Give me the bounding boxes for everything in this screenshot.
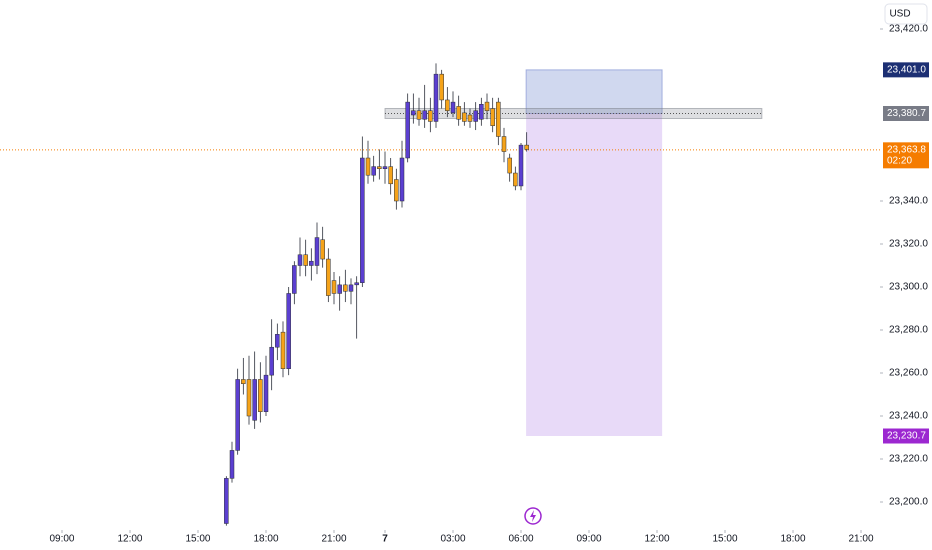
candle-body: [405, 101, 410, 159]
candle-body: [326, 258, 331, 296]
candle-body: [496, 101, 501, 137]
x-tick-label: 12:00: [644, 534, 669, 545]
level-band: [384, 107, 763, 119]
icon-circle[interactable]: [524, 507, 542, 525]
y-tick-label: 23,260.0: [889, 368, 928, 379]
target-zone: [526, 113, 663, 437]
candle-body: [258, 379, 263, 412]
candle-body: [275, 334, 280, 348]
candle-body: [292, 265, 297, 294]
candle-body: [439, 73, 444, 101]
candle-body: [518, 144, 524, 187]
x-tick-label: 18:00: [253, 534, 278, 545]
x-tick-label: 21:00: [849, 534, 874, 545]
candle-body: [229, 450, 235, 479]
candle-body: [479, 104, 484, 120]
candle-body: [297, 254, 303, 266]
currency-label[interactable]: USD: [889, 9, 910, 20]
candle-body: [269, 346, 274, 376]
y-tick-label: 23,200.0: [889, 497, 928, 508]
candle-body: [331, 280, 337, 294]
x-tick-label: 03:00: [440, 534, 465, 545]
x-tick-label: 12:00: [117, 534, 142, 545]
candle-body: [241, 379, 246, 385]
candle-body: [456, 106, 461, 120]
candle-body: [377, 166, 382, 170]
stop-zone: [525, 69, 663, 114]
candle-body: [235, 379, 240, 451]
candle-body: [348, 284, 354, 292]
price-marker: [883, 428, 929, 444]
price-marker-label: 23,230.7: [887, 431, 926, 442]
candle-body: [280, 331, 286, 369]
x-tick-label: 7: [382, 534, 388, 545]
candle-body: [411, 110, 416, 116]
price-marker-label: 23,380.7: [887, 108, 926, 119]
candle-body: [473, 110, 478, 122]
candle-body: [286, 293, 291, 369]
candle-body: [484, 101, 490, 111]
currency-button[interactable]: [884, 3, 928, 25]
candle-body: [416, 110, 422, 120]
candle-body: [501, 136, 507, 152]
candle-body: [224, 478, 229, 524]
candle-body: [428, 110, 433, 122]
candle-body: [343, 284, 348, 292]
icon-bolt[interactable]: [530, 510, 536, 522]
candle-body: [303, 254, 308, 266]
price-marker: [883, 105, 929, 121]
y-tick-label: 23,280.0: [889, 325, 928, 336]
candle-body: [337, 284, 342, 294]
y-tick-label: 23,300.0: [889, 282, 928, 293]
price-marker: [883, 142, 929, 169]
price-marker-label: 23,401.0: [887, 64, 926, 75]
candle-body: [467, 114, 473, 122]
y-tick-label: 23,340.0: [889, 196, 928, 207]
candle-body: [252, 379, 257, 421]
x-tick-label: 15:00: [185, 534, 210, 545]
y-tick-label: 23,220.0: [889, 454, 928, 465]
price-marker-label: 23,363.8: [887, 144, 926, 155]
candle-body: [320, 239, 325, 260]
candle-body: [450, 101, 456, 114]
candle-body: [399, 157, 405, 202]
price-marker-sublabel: 02:20: [887, 155, 912, 166]
y-tick-label: 23,240.0: [889, 411, 928, 422]
candle-body: [507, 157, 512, 174]
x-tick-label: 18:00: [780, 534, 805, 545]
candle-body: [360, 157, 365, 283]
x-tick-label: 06:00: [508, 534, 533, 545]
candle-body: [445, 99, 450, 111]
candle-body: [490, 108, 495, 127]
x-tick-label: 09:00: [49, 534, 74, 545]
candle-body: [524, 144, 529, 150]
x-tick-label: 21:00: [321, 534, 346, 545]
candle-body: [365, 157, 371, 176]
x-tick-label: 15:00: [712, 534, 737, 545]
plot: 23,200.0 23,220.0 23,240.0 23,260.0 23,280.0…: [0, 24, 929, 545]
y-tick-label: 23,320.0: [889, 239, 928, 250]
lightning-icon[interactable]: [524, 507, 542, 525]
x-tick-label: 09:00: [576, 534, 601, 545]
candle-body: [388, 166, 393, 185]
y-tick-label: 23,420.0: [889, 24, 928, 35]
candle-body: [371, 166, 376, 176]
candle-body: [394, 179, 399, 202]
candle-body: [433, 73, 439, 122]
candle-body: [354, 282, 359, 286]
candle-body: [462, 112, 467, 122]
candle-body: [246, 379, 252, 417]
candle-body: [422, 110, 427, 120]
price-marker: [883, 62, 929, 78]
candle-body: [309, 260, 314, 266]
candle-body: [263, 374, 269, 412]
candle-body: [314, 237, 320, 266]
candle-body: [382, 166, 388, 170]
candle-body: [513, 172, 518, 187]
